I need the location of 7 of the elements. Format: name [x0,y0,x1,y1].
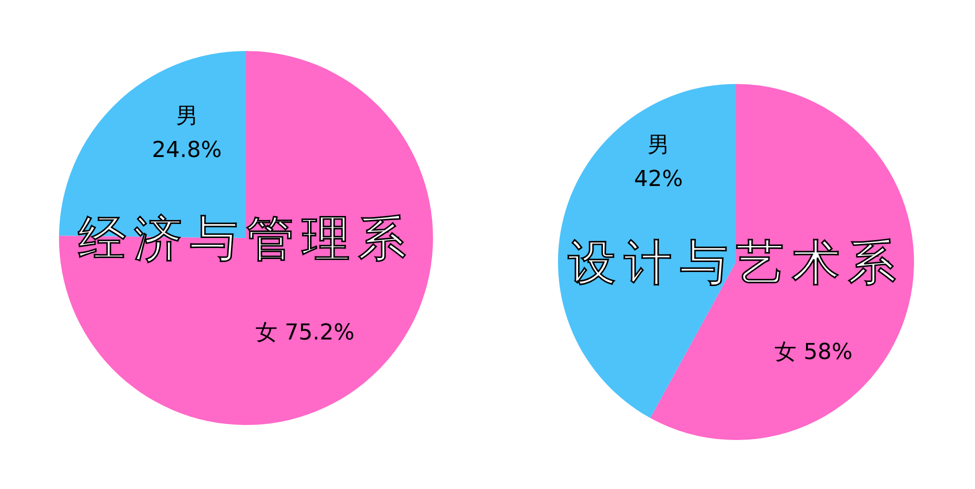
data-label: 42% [634,167,683,192]
slice-label: 女 58% [774,340,853,365]
text: 设计与艺术系 [568,235,904,291]
slice-label: 男 [647,133,670,158]
data-label: 24.8% [152,138,222,164]
slice-label: 女 75.2% [256,320,355,346]
slice-label: 男 [176,104,198,130]
